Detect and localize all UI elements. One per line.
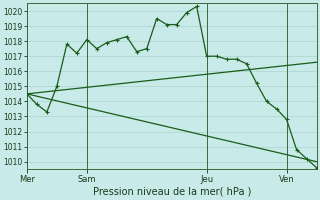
X-axis label: Pression niveau de la mer( hPa ): Pression niveau de la mer( hPa ) [92,187,251,197]
